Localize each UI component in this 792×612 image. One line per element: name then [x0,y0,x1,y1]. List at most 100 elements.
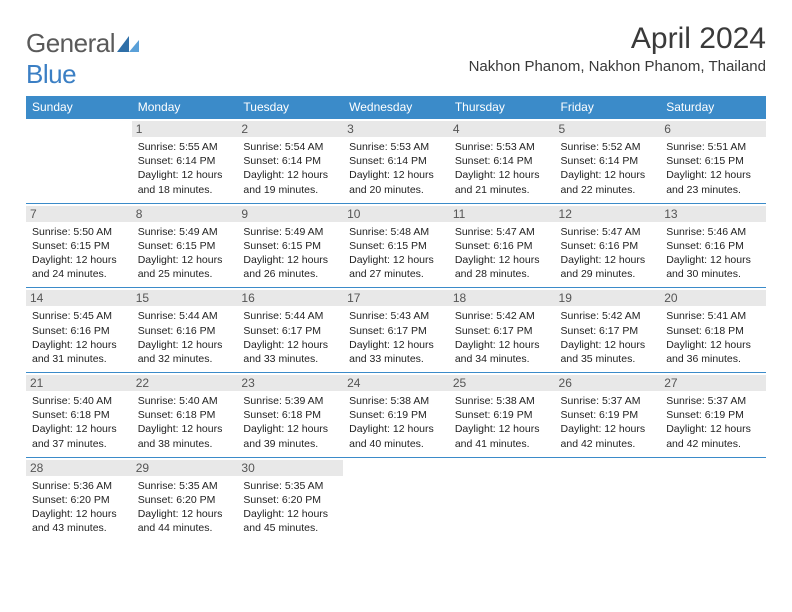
day-number: 14 [26,290,132,306]
day-cell: 21Sunrise: 5:40 AMSunset: 6:18 PMDayligh… [26,372,132,457]
day-d2: and 41 minutes. [455,437,549,451]
day-sr: Sunrise: 5:35 AM [138,479,232,493]
day-cell: 17Sunrise: 5:43 AMSunset: 6:17 PMDayligh… [343,287,449,372]
day-d1: Daylight: 12 hours [138,253,232,267]
calendar-cell: 21Sunrise: 5:40 AMSunset: 6:18 PMDayligh… [26,372,132,457]
brand-logo: GeneralBlue [26,28,141,90]
weekday-header: Sunday [26,96,132,118]
day-cell: 1Sunrise: 5:55 AMSunset: 6:14 PMDaylight… [132,118,238,203]
day-d1: Daylight: 12 hours [138,168,232,182]
day-sr: Sunrise: 5:42 AM [561,309,655,323]
day-ss: Sunset: 6:14 PM [243,154,337,168]
day-number: 2 [237,121,343,137]
day-d1: Daylight: 12 hours [349,253,443,267]
day-d2: and 30 minutes. [666,267,760,281]
calendar-cell: 4 Sunrise: 5:53 AMSunset: 6:14 PMDaylight… [449,118,555,203]
day-number: 21 [26,375,132,391]
day-sr: Sunrise: 5:50 AM [32,225,126,239]
calendar-cell: 2 Sunrise: 5:54 AMSunset: 6:14 PMDaylight… [237,118,343,203]
day-sr: Sunrise: 5:37 AM [561,394,655,408]
calendar-table: Sunday Monday Tuesday Wednesday Thursday… [26,96,766,541]
day-number: 3 [343,121,449,137]
day-info: Sunrise: 5:44 AMSunset: 6:17 PMDaylight:… [243,309,337,366]
day-d1: Daylight: 12 hours [561,338,655,352]
day-sr: Sunrise: 5:49 AM [138,225,232,239]
day-info: Sunrise: 5:54 AMSunset: 6:14 PMDaylight:… [243,140,337,197]
day-number: 9 [237,206,343,222]
day-d1: Daylight: 12 hours [138,338,232,352]
day-sr: Sunrise: 5:42 AM [455,309,549,323]
day-info: Sunrise: 5:44 AMSunset: 6:16 PMDaylight:… [138,309,232,366]
day-number: 23 [237,375,343,391]
day-sr: Sunrise: 5:48 AM [349,225,443,239]
calendar-cell: 5Sunrise: 5:52 AMSunset: 6:14 PMDaylight… [555,118,661,203]
day-d2: and 27 minutes. [349,267,443,281]
day-sr: Sunrise: 5:35 AM [243,479,337,493]
day-d1: Daylight: 12 hours [455,253,549,267]
day-number: 7 [26,206,132,222]
day-info: Sunrise: 5:55 AMSunset: 6:14 PMDaylight:… [138,140,232,197]
day-info: Sunrise: 5:38 AMSunset: 6:19 PMDaylight:… [349,394,443,451]
day-sr: Sunrise: 5:44 AM [138,309,232,323]
weekday-header: Thursday [449,96,555,118]
day-d1: Daylight: 12 hours [243,507,337,521]
day-cell: 28Sunrise: 5:36 AMSunset: 6:20 PMDayligh… [26,457,132,542]
brand-part1: General [26,28,115,58]
month-title: April 2024 [469,22,766,56]
day-ss: Sunset: 6:16 PM [666,239,760,253]
day-sr: Sunrise: 5:45 AM [32,309,126,323]
brand-triangle-icon [117,28,139,59]
empty-cell [343,457,449,538]
day-number: 6 [660,121,766,137]
day-ss: Sunset: 6:19 PM [666,408,760,422]
day-d1: Daylight: 12 hours [349,168,443,182]
calendar-cell: 1Sunrise: 5:55 AMSunset: 6:14 PMDaylight… [132,118,238,203]
brand-text: GeneralBlue [26,28,141,90]
day-ss: Sunset: 6:16 PM [561,239,655,253]
day-number: 18 [449,290,555,306]
day-cell: 2 Sunrise: 5:54 AMSunset: 6:14 PMDaylight… [237,118,343,203]
day-d1: Daylight: 12 hours [561,168,655,182]
day-d2: and 34 minutes. [455,352,549,366]
day-d2: and 45 minutes. [243,521,337,535]
day-info: Sunrise: 5:41 AMSunset: 6:18 PMDaylight:… [666,309,760,366]
day-d1: Daylight: 12 hours [349,338,443,352]
day-d1: Daylight: 12 hours [666,168,760,182]
calendar-week-row: 1Sunrise: 5:55 AMSunset: 6:14 PMDaylight… [26,118,766,203]
day-number: 24 [343,375,449,391]
day-sr: Sunrise: 5:39 AM [243,394,337,408]
day-info: Sunrise: 5:37 AMSunset: 6:19 PMDaylight:… [561,394,655,451]
day-number: 10 [343,206,449,222]
day-number: 19 [555,290,661,306]
day-ss: Sunset: 6:17 PM [455,324,549,338]
day-d2: and 26 minutes. [243,267,337,281]
empty-cell [449,457,555,538]
day-info: Sunrise: 5:49 AMSunset: 6:15 PMDaylight:… [243,225,337,282]
day-number: 4 [449,121,555,137]
calendar-cell: 16Sunrise: 5:44 AMSunset: 6:17 PMDayligh… [237,287,343,372]
weekday-header: Tuesday [237,96,343,118]
day-d1: Daylight: 12 hours [243,253,337,267]
calendar-cell: 18 Sunrise: 5:42 AMSunset: 6:17 PMDayligh… [449,287,555,372]
day-d1: Daylight: 12 hours [243,168,337,182]
day-info: Sunrise: 5:42 AMSunset: 6:17 PMDaylight:… [561,309,655,366]
calendar-cell: 6Sunrise: 5:51 AMSunset: 6:15 PMDaylight… [660,118,766,203]
day-cell: 6Sunrise: 5:51 AMSunset: 6:15 PMDaylight… [660,118,766,203]
day-d1: Daylight: 12 hours [561,253,655,267]
day-d2: and 23 minutes. [666,183,760,197]
day-d2: and 20 minutes. [349,183,443,197]
day-sr: Sunrise: 5:51 AM [666,140,760,154]
day-cell: 19 Sunrise: 5:42 AMSunset: 6:17 PMDayligh… [555,287,661,372]
day-info: Sunrise: 5:53 AMSunset: 6:14 PMDaylight:… [455,140,549,197]
day-sr: Sunrise: 5:52 AM [561,140,655,154]
calendar-cell: 30Sunrise: 5:35 AMSunset: 6:20 PMDayligh… [237,457,343,542]
day-cell: 29Sunrise: 5:35 AMSunset: 6:20 PMDayligh… [132,457,238,542]
calendar-cell: 3Sunrise: 5:53 AMSunset: 6:14 PMDaylight… [343,118,449,203]
day-sr: Sunrise: 5:46 AM [666,225,760,239]
day-d2: and 42 minutes. [561,437,655,451]
day-sr: Sunrise: 5:44 AM [243,309,337,323]
day-d1: Daylight: 12 hours [455,338,549,352]
day-cell: 22Sunrise: 5:40 AMSunset: 6:18 PMDayligh… [132,372,238,457]
day-ss: Sunset: 6:15 PM [349,239,443,253]
day-number: 29 [132,460,238,476]
